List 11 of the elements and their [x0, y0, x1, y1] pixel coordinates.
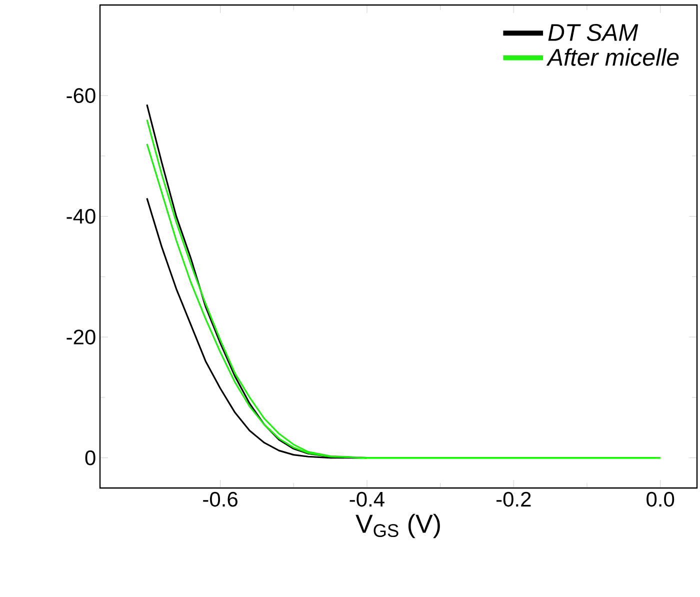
legend-label: After micelle: [546, 48, 679, 66]
y-tick-label: -40: [66, 208, 96, 224]
x-tick-label: -0.2: [496, 492, 531, 507]
x-tick-label: -0.6: [203, 492, 238, 507]
x-tick-label: 0.0: [646, 492, 674, 507]
y-tick-label: -20: [66, 330, 96, 344]
x-tick-label: -0.4: [350, 492, 384, 507]
legend-label: DT SAM: [548, 24, 638, 41]
y-tick-label: -60: [66, 88, 96, 103]
x-axis-title: V$_{GS}$ (V): [356, 514, 440, 538]
y-tick-label: 0: [85, 450, 96, 466]
